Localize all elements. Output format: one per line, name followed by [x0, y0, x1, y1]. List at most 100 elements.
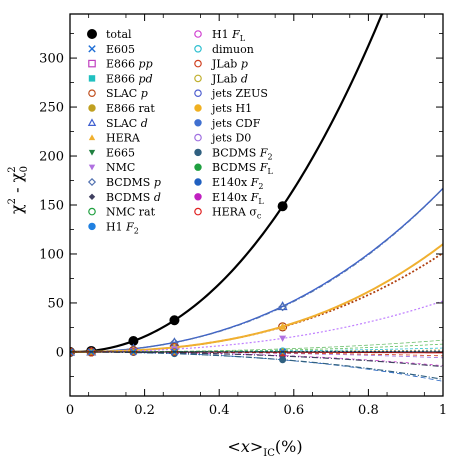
legend-marker-bcdmsd [88, 193, 96, 200]
legend-marker-e866pd [88, 75, 96, 82]
legend-marker-jetsh1 [194, 104, 202, 112]
legend-marker-h1fl [194, 30, 202, 38]
y-tick-label-4: 200 [39, 150, 64, 165]
legend-item-hera: HERA [88, 132, 141, 145]
legend-item-nmc: NMC [88, 161, 135, 174]
legend-item-bcdmsfl: BCDMS FL [194, 161, 273, 176]
series-line-bcdmsd [70, 351, 443, 368]
x-tick-label-0: 0 [66, 403, 74, 418]
point-bcdmsp-4 [278, 302, 287, 312]
legend-label-jetscdf: jets CDF [210, 117, 261, 130]
legend-item-e665: E665 [88, 146, 135, 159]
legend-label-jetszeus: jets ZEUS [210, 87, 268, 100]
series-line-hera [70, 243, 443, 353]
legend-label-nmc: NMC [106, 161, 135, 174]
legend-label-total: total [106, 28, 132, 41]
series-line-e140xf2 [70, 351, 443, 382]
legend-marker-nmcrat [88, 207, 96, 216]
legend-marker-hera [88, 134, 96, 141]
chart-axes: 0 0.2 0.4 0.6 0.8 1 0 50 100 150 200 250 300 [39, 13, 447, 418]
series-line-jetsd0 [70, 351, 443, 359]
legend-item-nmcrat: NMC rat [88, 206, 156, 219]
legend-label-e866pp: E866 pp [106, 58, 153, 71]
legend-label-jlabd: JLab d [211, 72, 248, 85]
legend-marker-heraσc [194, 207, 202, 216]
legend-item-e866pp: E866 pp [88, 58, 153, 71]
legend-marker-slacp [88, 89, 96, 98]
legend-label-h1f2: H1 F2 [106, 220, 139, 235]
series-line-h1fl [70, 351, 443, 367]
y-tick-label-2: 100 [39, 247, 64, 262]
legend-label-jetsh1: jets H1 [210, 102, 252, 115]
y-tick-label-0: 0 [56, 345, 64, 360]
y-tick-label-5: 250 [39, 101, 64, 116]
legend-item-heraσc: HERA σc [194, 206, 262, 221]
legend-label-slacd: SLAC d [106, 117, 148, 130]
legend-label-jetsd0: jets D0 [210, 132, 251, 145]
legend-marker-jetscdf [194, 119, 202, 127]
legend-item-h1f2: H1 F2 [88, 220, 139, 235]
legend-item-e866rat: E866 rat [88, 102, 155, 115]
legend-item-bcdmsp: BCDMS p [87, 176, 161, 189]
legend-marker-e605 [88, 45, 96, 53]
legend-label-dimuon: dimuon [212, 43, 254, 56]
point-nmc-4 [279, 335, 287, 342]
point-total-4 [277, 201, 288, 212]
legend-marker-e866rat [88, 104, 96, 112]
legend-label-e866rat: E866 rat [106, 102, 155, 115]
legend-item-h1fl: H1 FL [194, 28, 246, 43]
legend-item-dimuon: dimuon [194, 43, 254, 56]
point-total-3 [169, 315, 180, 326]
legend-label-hera: HERA [106, 132, 141, 145]
legend-item-jetscdf: jets CDF [194, 117, 261, 130]
legend-label-bcdmsfl: BCDMS FL [212, 161, 273, 176]
legend-item-bcdmsd: BCDMS d [88, 191, 161, 204]
legend-marker-h1f2 [88, 222, 96, 231]
x-tick-label-4: 0.8 [358, 403, 379, 418]
y-axis-label: χ2 - χ20 [7, 166, 30, 214]
legend-item-e605: E605 [88, 43, 135, 56]
plot-area [70, 14, 443, 382]
legend-item-jlabp: JLab p [194, 58, 248, 71]
legend-item-jetszeus: jets ZEUS [194, 87, 268, 100]
legend-marker-bcdmsp [87, 177, 97, 187]
point-bcdmsf2-4 [279, 356, 287, 364]
point-hera-4 [278, 322, 287, 330]
chart-marks [70, 14, 443, 382]
legend-marker-dimuon [194, 44, 202, 53]
y-tick-label-6: 300 [39, 52, 64, 67]
legend-item-total: total [87, 28, 132, 41]
legend-item-e140xf2: E140x F2 [194, 176, 263, 191]
series-line-bcdmsf2 [70, 351, 443, 380]
legend-marker-e665 [88, 149, 96, 156]
legend-marker-jetszeus [194, 89, 202, 98]
series-nmc [70, 300, 443, 356]
series-hera [70, 243, 443, 356]
legend-marker-nmc [88, 164, 96, 171]
legend-marker-bcdmsfl [194, 163, 202, 171]
series-slacp [70, 252, 443, 357]
legend-label-bcdmsp: BCDMS p [106, 176, 161, 189]
legend-label-e605: E605 [106, 43, 135, 56]
y-tick-label-1: 50 [47, 296, 64, 311]
legend-marker-bcdmsf2 [194, 148, 202, 157]
y-tick-label-3: 150 [39, 199, 64, 214]
x-tick-label-2: 0.4 [209, 403, 230, 418]
legend-item-jetsd0: jets D0 [194, 132, 251, 145]
legend-item-jlabd: JLab d [194, 72, 248, 85]
legend-label-e140xf2: E140x F2 [212, 176, 263, 191]
legend-marker-e866pp [88, 59, 96, 68]
legend-marker-jetsd0 [194, 133, 202, 142]
legend-marker-jlabp [194, 59, 202, 68]
legend-label-heraσc: HERA σc [212, 206, 262, 221]
legend-item-e140xfl: E140x FL [194, 191, 264, 206]
point-e605-0 [70, 348, 74, 356]
legend-label-slacp: SLAC p [106, 87, 148, 100]
legend-item-e866pd: E866 pd [88, 72, 153, 85]
legend-item-slacd: SLAC d [87, 117, 148, 130]
legend-label-nmcrat: NMC rat [106, 206, 156, 219]
legend-marker-e140xf2 [194, 178, 202, 186]
series-bcdmsf2 [70, 348, 443, 380]
